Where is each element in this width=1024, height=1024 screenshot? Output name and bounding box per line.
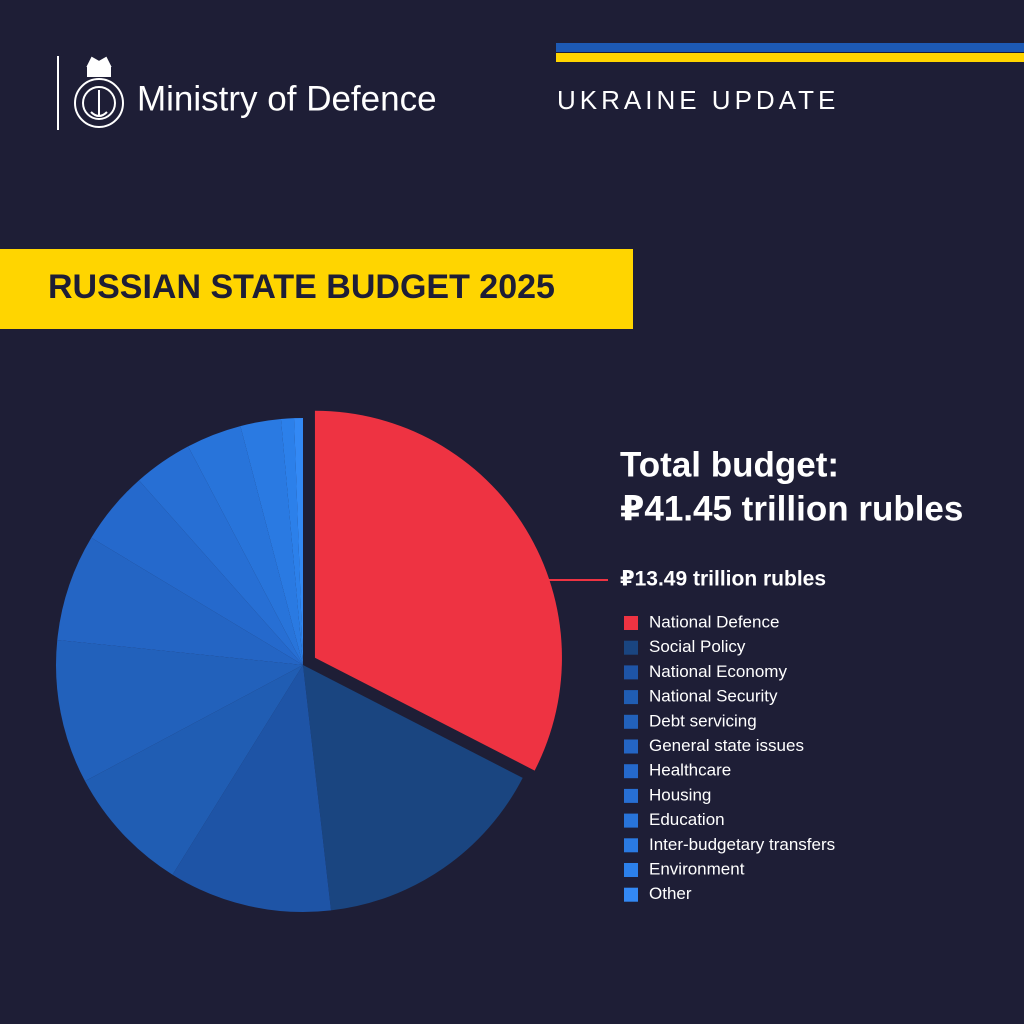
flag-stripe-yellow <box>556 53 1024 62</box>
pie-slice <box>91 480 303 665</box>
pie-slice <box>85 665 304 875</box>
legend-label: Inter-budgetary transfers <box>649 835 835 854</box>
legend-label: Social Policy <box>649 637 746 656</box>
legend-swatch <box>624 863 638 877</box>
pie-slice <box>294 418 303 665</box>
title-banner <box>0 249 633 329</box>
legend-swatch <box>624 690 638 705</box>
pie-slice <box>188 426 303 665</box>
legend-swatch <box>624 788 638 803</box>
organisation: Ministry of Defence <box>137 79 437 118</box>
legend-label: Environment <box>649 859 745 878</box>
total-value: ₽41.45 trillion rubles <box>620 489 963 528</box>
legend-label: National Security <box>649 687 778 706</box>
chart-title: RUSSIAN STATE BUDGET 2025 <box>48 268 555 306</box>
legend-swatch <box>624 887 638 902</box>
pie-slice <box>240 418 303 665</box>
legend-label: National Economy <box>649 662 787 681</box>
legend-swatch <box>624 813 638 828</box>
value-label: ₽13.49 trillion rubles <box>620 568 826 591</box>
legend-label: Other <box>649 884 692 903</box>
pie-slice <box>57 537 304 665</box>
legend-label: Healthcare <box>649 761 731 780</box>
legend-swatch <box>624 714 638 729</box>
legend-swatch <box>624 665 638 680</box>
legend-label: National Defence <box>649 612 779 631</box>
legend-swatch <box>624 640 638 655</box>
pie: ₽13.49 trillion rubles <box>55 410 826 912</box>
pie-slice <box>172 665 332 912</box>
pie-slice <box>314 410 562 771</box>
pie-slice <box>303 665 523 911</box>
pie-slice <box>55 639 303 782</box>
crest <box>74 56 124 128</box>
legend-swatch <box>624 764 638 779</box>
pie-slice <box>138 446 303 665</box>
legend-swatch <box>624 616 638 630</box>
update-tag: UKRAINE UPDATE <box>557 85 839 115</box>
legend-label: Housing <box>649 785 711 804</box>
legend-swatch <box>624 838 638 853</box>
total-label: Total budget: <box>620 445 839 484</box>
legend: National Defence Social Policy National Ec… <box>624 612 835 903</box>
flag-stripe-blue <box>556 43 1024 52</box>
pie-slice <box>280 418 303 665</box>
legend-label: General state issues <box>649 736 804 755</box>
legend-label: Education <box>649 810 725 829</box>
legend-swatch <box>624 739 638 754</box>
legend-label: Debt servicing <box>649 711 757 730</box>
